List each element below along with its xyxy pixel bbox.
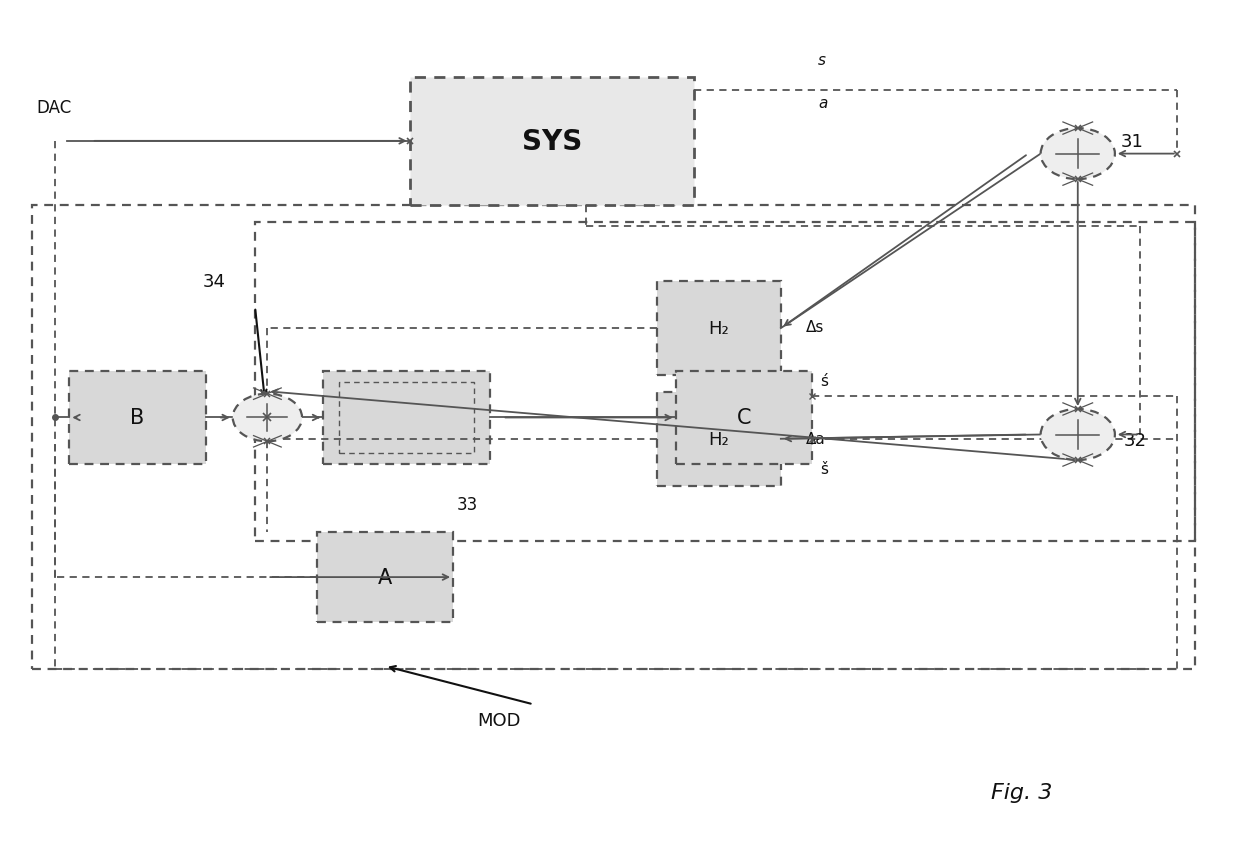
Text: C: C [737, 408, 751, 428]
Text: Fig. 3: Fig. 3 [991, 782, 1053, 802]
FancyBboxPatch shape [657, 282, 781, 375]
FancyBboxPatch shape [409, 78, 694, 206]
Text: H₂: H₂ [708, 430, 729, 448]
FancyBboxPatch shape [317, 533, 453, 622]
FancyBboxPatch shape [324, 371, 490, 465]
Text: 31: 31 [1121, 133, 1145, 151]
FancyBboxPatch shape [69, 371, 206, 465]
Text: A: A [378, 567, 392, 588]
Text: SYS: SYS [522, 128, 582, 155]
Text: š: š [821, 461, 828, 477]
Text: 32: 32 [1123, 431, 1147, 449]
Text: s: s [818, 54, 826, 68]
Circle shape [1040, 409, 1115, 461]
Circle shape [1040, 129, 1115, 180]
Text: 34: 34 [203, 273, 226, 291]
Text: Δa: Δa [806, 432, 826, 447]
Circle shape [233, 394, 303, 442]
Text: DAC: DAC [36, 99, 71, 117]
FancyBboxPatch shape [657, 392, 781, 486]
FancyBboxPatch shape [676, 371, 812, 465]
Text: H₂: H₂ [708, 320, 729, 338]
Text: MOD: MOD [477, 711, 521, 728]
Text: ś: ś [821, 374, 828, 389]
Text: 33: 33 [456, 496, 477, 514]
Text: a: a [818, 96, 827, 111]
Text: Δs: Δs [806, 320, 823, 334]
Text: B: B [130, 408, 145, 428]
